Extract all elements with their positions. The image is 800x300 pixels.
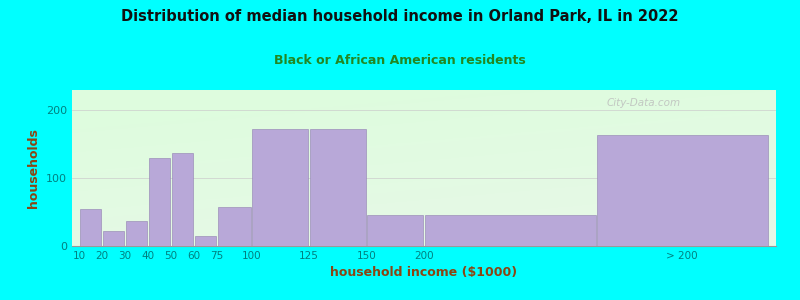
Y-axis label: households: households <box>27 128 41 208</box>
Bar <box>425 215 596 246</box>
Bar <box>103 231 124 246</box>
Text: Black or African American residents: Black or African American residents <box>274 54 526 67</box>
Bar <box>367 215 423 246</box>
Bar <box>126 221 147 246</box>
X-axis label: household income ($1000): household income ($1000) <box>330 266 518 279</box>
Bar <box>218 207 250 246</box>
Bar <box>172 153 193 246</box>
Text: City-Data.com: City-Data.com <box>607 98 681 108</box>
Text: Distribution of median household income in Orland Park, IL in 2022: Distribution of median household income … <box>122 9 678 24</box>
Bar <box>195 236 216 246</box>
Bar <box>149 158 170 246</box>
Bar <box>598 135 768 246</box>
Bar <box>80 209 101 246</box>
Bar <box>310 129 366 246</box>
Bar <box>252 129 308 246</box>
